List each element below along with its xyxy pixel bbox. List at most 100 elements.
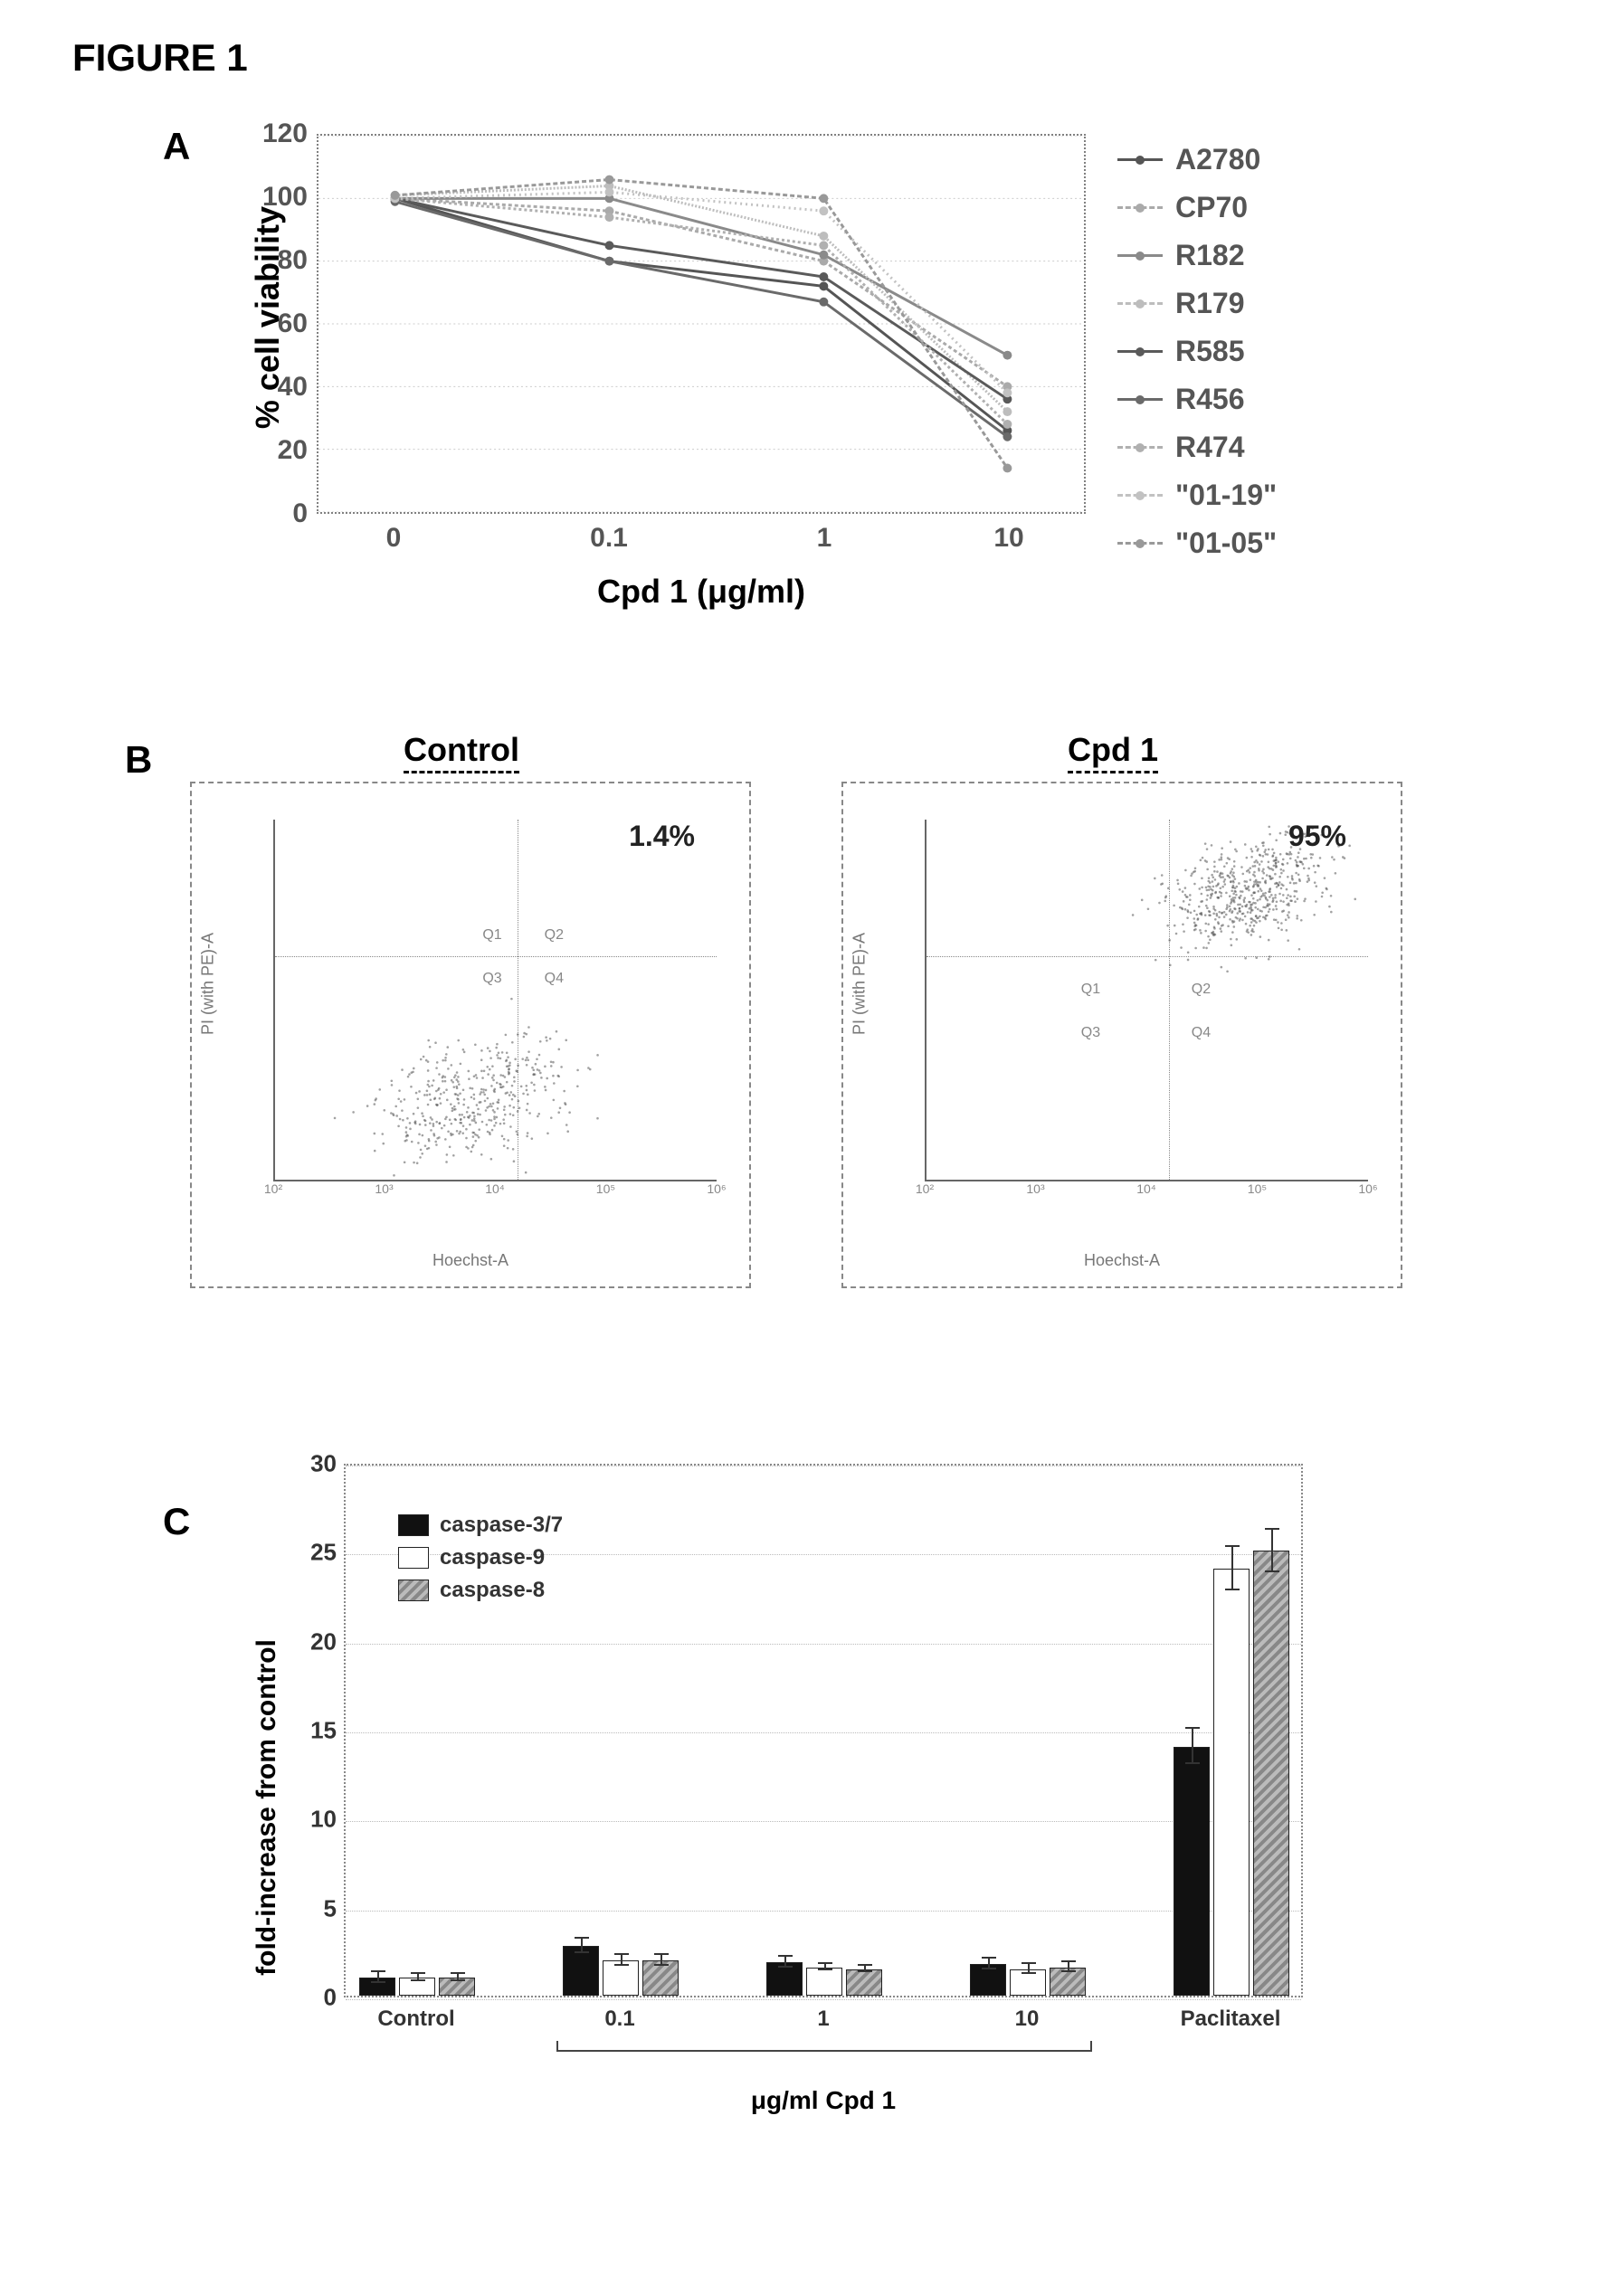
chart-a-xlabel: Cpd 1 (μg/ml) bbox=[597, 573, 805, 611]
bar-group bbox=[359, 1978, 477, 1996]
legend-item: R179 bbox=[1117, 287, 1362, 320]
bar bbox=[846, 1969, 882, 1997]
facs-xtick: 10³ bbox=[375, 1181, 393, 1196]
legend-label: "01-05" bbox=[1175, 527, 1277, 560]
facs-right-ylabel: PI (with PE)-A bbox=[851, 933, 870, 1035]
error-cap bbox=[1185, 1762, 1200, 1764]
error-cap bbox=[371, 1970, 385, 1972]
chart-c-ytick: 15 bbox=[282, 1717, 337, 1745]
error-cap bbox=[778, 1966, 793, 1968]
chart-a-ytick: 80 bbox=[226, 245, 308, 276]
chart-c-gridline bbox=[346, 1999, 1301, 2000]
error-cap bbox=[575, 1951, 589, 1953]
error-cap bbox=[1225, 1545, 1240, 1547]
facs-xtick: 10⁴ bbox=[1136, 1181, 1156, 1196]
facs-right-percent: 95% bbox=[1288, 820, 1346, 853]
error-cap bbox=[1022, 1962, 1036, 1964]
facs-right-title: Cpd 1 bbox=[1068, 731, 1158, 773]
chart-a-xtick: 0 bbox=[386, 523, 402, 554]
facs-xtick: 10⁶ bbox=[1358, 1181, 1377, 1196]
error-cap bbox=[654, 1953, 669, 1955]
bar bbox=[1213, 1569, 1250, 1996]
facs-right-plot: Q1 Q2 Q3 Q4 95% PI (with PE)-A Hoechst-A… bbox=[841, 782, 1402, 1288]
chart-c-ytick: 25 bbox=[282, 1539, 337, 1567]
error-cap bbox=[451, 1979, 465, 1981]
bar bbox=[563, 1946, 599, 1996]
legend-swatch bbox=[1117, 446, 1163, 449]
legend-label: R474 bbox=[1175, 431, 1245, 464]
error-cap bbox=[858, 1964, 872, 1966]
chart-a-ytick: 120 bbox=[226, 119, 308, 149]
facs-xtick: 10³ bbox=[1026, 1181, 1044, 1196]
error-cap bbox=[1265, 1570, 1279, 1572]
error-cap bbox=[451, 1972, 465, 1974]
legend-swatch bbox=[1117, 350, 1163, 353]
figure-title: FIGURE 1 bbox=[72, 36, 1570, 80]
legend-swatch bbox=[1117, 494, 1163, 497]
legend-label: CP70 bbox=[1175, 191, 1248, 224]
legend-label: R179 bbox=[1175, 287, 1245, 320]
chart-a-ytick: 100 bbox=[226, 182, 308, 213]
bar bbox=[1253, 1551, 1289, 1996]
chart-a-ytick: 40 bbox=[226, 372, 308, 403]
error-cap bbox=[818, 1962, 832, 1964]
chart-c-ytick: 30 bbox=[282, 1450, 337, 1478]
bar bbox=[806, 1968, 842, 1996]
error-cap bbox=[1225, 1589, 1240, 1590]
legend-swatch bbox=[1117, 254, 1163, 257]
chart-c-xtick: 0.1 bbox=[604, 2007, 634, 2032]
error-cap bbox=[575, 1937, 589, 1939]
chart-a-xtick: 10 bbox=[993, 523, 1023, 554]
error-cap bbox=[411, 1979, 425, 1981]
facs-xtick: 10² bbox=[264, 1181, 282, 1196]
error-cap bbox=[654, 1964, 669, 1966]
legend-swatch bbox=[1117, 206, 1163, 209]
chart-c-ylabel: fold-increase from control bbox=[252, 1639, 282, 1976]
error-cap bbox=[1061, 1960, 1076, 1962]
legend-swatch bbox=[1117, 158, 1163, 161]
bar bbox=[1174, 1747, 1210, 1996]
facs-left-title: Control bbox=[404, 731, 519, 773]
chart-a-ytick: 0 bbox=[226, 498, 308, 529]
error-cap bbox=[778, 1955, 793, 1957]
error-cap bbox=[818, 1969, 832, 1970]
chart-c-brace bbox=[556, 2050, 1090, 2052]
error-cap bbox=[411, 1972, 425, 1974]
panel-a: A % cell viability 020406080100120 00.11… bbox=[36, 116, 1570, 677]
legend-label: R585 bbox=[1175, 335, 1245, 368]
chart-a-xtick: 1 bbox=[817, 523, 832, 554]
chart-c-brace-tick bbox=[1090, 2041, 1092, 2052]
error-cap bbox=[982, 1968, 996, 1969]
bar-group bbox=[766, 1962, 884, 1996]
error-cap bbox=[982, 1957, 996, 1959]
legend-label: R456 bbox=[1175, 383, 1245, 416]
chart-c-ytick: 20 bbox=[282, 1627, 337, 1656]
legend-swatch bbox=[1117, 542, 1163, 545]
legend-item: "01-19" bbox=[1117, 479, 1362, 512]
chart-a-xtick: 0.1 bbox=[590, 523, 628, 554]
error-cap bbox=[1022, 1972, 1036, 1974]
chart-c-xtick: 1 bbox=[817, 2007, 829, 2032]
error-cap bbox=[371, 1981, 385, 1983]
chart-a-ytick: 20 bbox=[226, 435, 308, 466]
legend-item: R456 bbox=[1117, 383, 1362, 416]
legend-item: R182 bbox=[1117, 239, 1362, 272]
error-cap bbox=[1265, 1528, 1279, 1530]
chart-c-ytick: 0 bbox=[282, 1984, 337, 2012]
facs-xtick: 10² bbox=[916, 1181, 934, 1196]
chart-c-ytick: 10 bbox=[282, 1806, 337, 1834]
error-bar bbox=[1231, 1547, 1233, 1589]
chart-a-ytick: 60 bbox=[226, 308, 308, 339]
legend-item: R585 bbox=[1117, 335, 1362, 368]
facs-xtick: 10⁵ bbox=[1248, 1181, 1267, 1196]
chart-c-xtick: 10 bbox=[1015, 2007, 1040, 2032]
legend-swatch bbox=[1117, 302, 1163, 305]
error-cap bbox=[1061, 1970, 1076, 1972]
panel-b: B Control Cpd 1 Q1 Q2 Q3 Q4 1.4% PI (wit… bbox=[36, 731, 1570, 1364]
panel-b-label: B bbox=[125, 738, 152, 782]
panel-c-label: C bbox=[163, 1500, 190, 1543]
facs-xtick: 10⁵ bbox=[596, 1181, 615, 1196]
legend-label: R182 bbox=[1175, 239, 1245, 272]
facs-xtick: 10⁴ bbox=[485, 1181, 505, 1196]
error-cap bbox=[614, 1964, 629, 1966]
